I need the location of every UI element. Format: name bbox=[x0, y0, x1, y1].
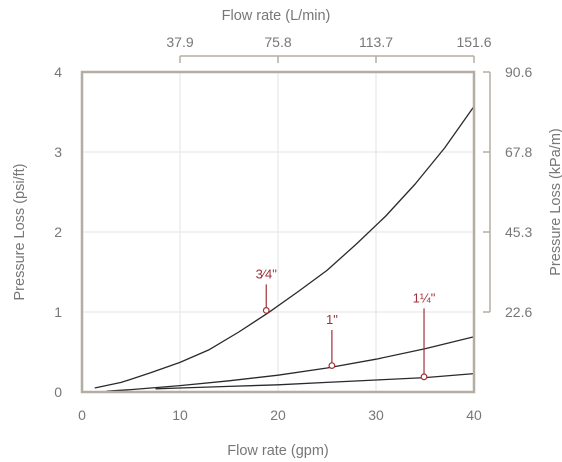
series-lines bbox=[94, 106, 475, 392]
callout-marker-one-quarter-inch bbox=[420, 373, 428, 381]
top-tick-label-3: 151.6 bbox=[456, 34, 491, 50]
top-axis: 37.9 75.8 113.7 151.6 bbox=[166, 34, 492, 63]
top-tick-label-0: 37.9 bbox=[166, 34, 193, 50]
bottom-tick-labels: 0 10 20 30 40 bbox=[78, 407, 482, 423]
right-tick-label-1: 45.3 bbox=[505, 224, 532, 240]
plot-frame bbox=[80, 70, 476, 394]
top-x-axis-title: Flow rate (L/min) bbox=[222, 8, 331, 24]
series-label-three-quarter-inch: 3⁄4" bbox=[256, 266, 278, 281]
top-tick-label-1: 75.8 bbox=[264, 34, 291, 50]
y-tick-label-2: 2 bbox=[54, 224, 62, 240]
x-tick-label-4: 40 bbox=[466, 407, 482, 423]
y-axis-title: Pressure Loss (psi/ft) bbox=[12, 164, 28, 301]
series-line-one-quarter-inch bbox=[155, 372, 475, 390]
y-tick-label-0: 0 bbox=[54, 384, 62, 400]
right-tick-label-3: 90.6 bbox=[505, 64, 532, 80]
x-tick-label-0: 0 bbox=[78, 407, 86, 423]
series-label-one-quarter-inch: 1¼" bbox=[413, 290, 436, 305]
right-y-axis-title: Pressure Loss (kPa/m) bbox=[548, 128, 562, 275]
x-axis-title: Flow rate (gpm) bbox=[227, 443, 329, 459]
right-axis: 22.6 45.3 67.8 90.6 bbox=[483, 64, 532, 320]
y-tick-label-3: 3 bbox=[54, 144, 62, 160]
callout-marker-one-inch bbox=[328, 362, 336, 370]
x-tick-label-2: 20 bbox=[270, 407, 286, 423]
callout-marker-three-quarter-inch bbox=[262, 307, 270, 314]
right-tick-label-2: 67.8 bbox=[505, 144, 532, 160]
series-line-three-quarter-inch bbox=[94, 106, 475, 389]
top-tick-label-2: 113.7 bbox=[359, 34, 393, 50]
series-label-one-inch: 1" bbox=[326, 312, 338, 327]
x-tick-label-1: 10 bbox=[172, 407, 188, 423]
series-line-one-inch bbox=[106, 336, 475, 392]
left-tick-labels: 0 1 2 3 4 bbox=[54, 64, 62, 400]
y-tick-label-4: 4 bbox=[54, 64, 62, 80]
right-tick-label-0: 22.6 bbox=[505, 304, 532, 320]
callouts: 3⁄4" 1" 1¼" bbox=[256, 266, 436, 381]
x-tick-label-3: 30 bbox=[368, 407, 384, 423]
gridlines bbox=[82, 72, 474, 392]
y-tick-label-1: 1 bbox=[54, 304, 62, 320]
